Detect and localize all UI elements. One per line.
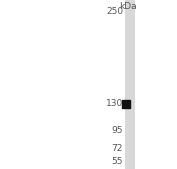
Bar xyxy=(125,0,135,169)
Text: 55: 55 xyxy=(112,157,123,166)
Text: 250: 250 xyxy=(106,7,123,16)
Text: 95: 95 xyxy=(112,126,123,135)
Text: 72: 72 xyxy=(112,144,123,153)
Text: 130: 130 xyxy=(106,99,123,108)
Text: kDa: kDa xyxy=(119,2,136,10)
